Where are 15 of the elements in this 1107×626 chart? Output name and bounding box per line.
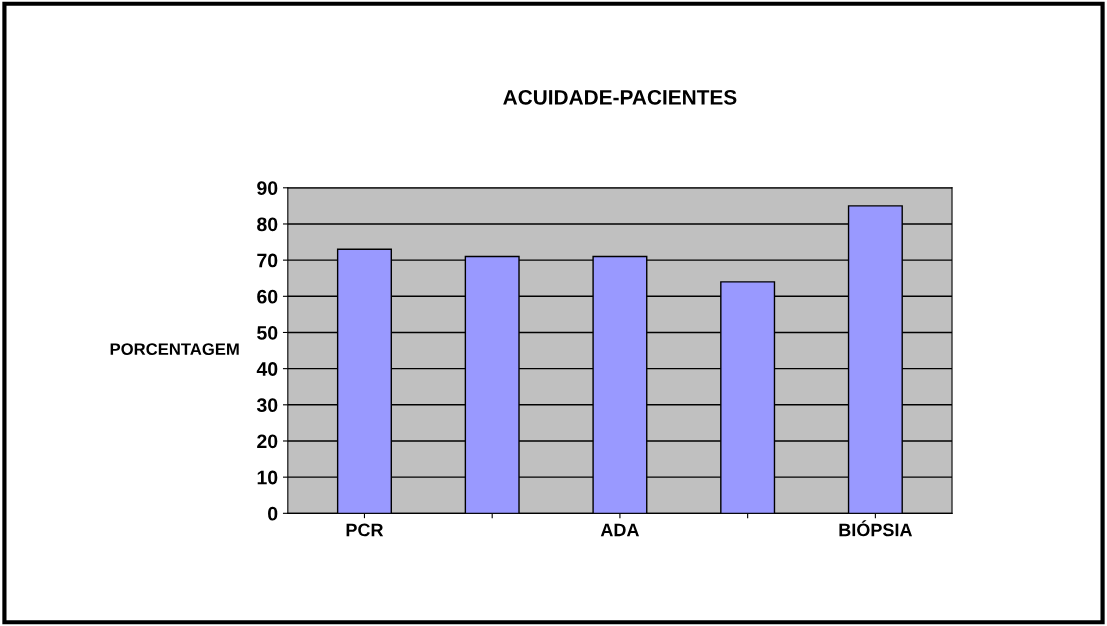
y-tick-label: 40 [256, 362, 278, 376]
x-tick-label: BIÓPSIA [839, 520, 913, 537]
y-tick-label: 60 [257, 289, 278, 304]
chart-title: ACUIDADE-PACIENTES [503, 89, 737, 105]
y-axis-title: PORCENTAGEM [110, 343, 239, 356]
y-tick-label: 30 [256, 398, 278, 413]
y-tick-label: 0 [268, 506, 278, 521]
x-tick-label: PCR [346, 523, 384, 537]
y-tick-label: 20 [257, 434, 278, 449]
y-tick-label: 10 [257, 470, 278, 485]
y-tick-label: 80 [257, 217, 278, 232]
y-tick-label: 50 [257, 325, 278, 340]
y-tick-label: 70 [257, 253, 278, 268]
y-tick-label: 90 [257, 181, 278, 196]
x-tick-label: ADA [600, 523, 639, 537]
